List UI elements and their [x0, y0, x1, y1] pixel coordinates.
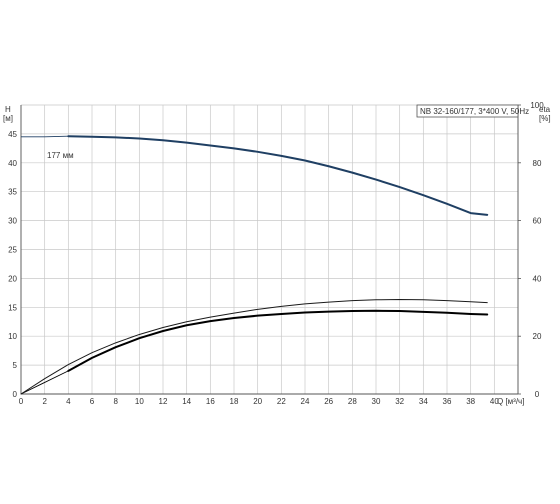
- y-right-tick-label: 100: [530, 101, 544, 110]
- axes-layer: 0 2 4 6 8 10 12 14 16 18 20 22 24 26 28 30 32 34 36 38 40051…: [8, 101, 544, 406]
- x-tick-label: 14: [182, 397, 191, 406]
- title-box: [416, 104, 519, 118]
- y-left-tick-label: 25: [8, 246, 17, 255]
- x-tick-label: 4: [66, 397, 71, 406]
- x-tick-label: 18: [230, 397, 239, 406]
- series-layer: [20, 135, 489, 395]
- x-tick-label: 0: [19, 397, 24, 406]
- x-axis-label: Q [м³/ч]: [497, 397, 524, 406]
- y-right-axis-name: eta: [539, 105, 551, 114]
- y-right-tick-label: 80: [533, 159, 542, 168]
- x-tick-label: 38: [466, 397, 475, 406]
- x-tick-label: 34: [419, 397, 428, 406]
- x-tick-label: 26: [324, 397, 333, 406]
- chart-title: NB 32-160/177, 3*400 V, 50Hz: [420, 107, 529, 116]
- x-tick-label: 10: [135, 397, 144, 406]
- x-tick-label: 40: [490, 397, 499, 406]
- x-tick-label: 16: [206, 397, 215, 406]
- y-left-axis-unit: [м]: [3, 114, 13, 123]
- label-layer: NB 32-160/177, 3*400 V, 50Hz H [м] eta […: [3, 104, 551, 406]
- y-left-tick-label: 30: [8, 217, 17, 226]
- y-right-tick-label: 20: [533, 332, 542, 341]
- y-right-axis-unit: [%]: [539, 114, 551, 123]
- y-right-tick-label: 0: [535, 390, 540, 399]
- y-left-tick-label: 40: [8, 159, 17, 168]
- x-tick-label: 22: [277, 397, 286, 406]
- y-left-tick-label: 15: [8, 303, 17, 312]
- series-2-line: [20, 298, 488, 395]
- x-tick-label: 36: [443, 397, 452, 406]
- x-tick-label: 8: [113, 397, 118, 406]
- y-right-tick-label: 60: [533, 217, 542, 226]
- y-left-tick-label: 0: [13, 390, 18, 399]
- y-left-tick-label: 45: [8, 130, 17, 139]
- x-tick-label: 24: [301, 397, 310, 406]
- y-left-tick-label: 5: [13, 361, 18, 370]
- series-0-extension: [21, 135, 69, 138]
- y-left-tick-label: 20: [8, 274, 17, 283]
- y-left-axis-name: H: [5, 105, 11, 114]
- x-tick-label: 30: [372, 397, 381, 406]
- x-tick-label: 6: [90, 397, 95, 406]
- y-left-tick-label: 10: [8, 332, 17, 341]
- series-1-extension: [20, 370, 69, 395]
- x-tick-label: 32: [395, 397, 404, 406]
- x-tick-label: 2: [42, 397, 47, 406]
- y-left-tick-label: 35: [8, 188, 17, 197]
- series-0-line: [67, 135, 489, 216]
- grid-layer: [20, 104, 519, 395]
- x-tick-label: 12: [159, 397, 168, 406]
- x-tick-label: 28: [348, 397, 357, 406]
- series-1-line: [67, 309, 489, 372]
- y-right-tick-label: 40: [533, 274, 542, 283]
- x-tick-label: 20: [253, 397, 262, 406]
- impeller-annotation: 177 мм: [47, 151, 74, 160]
